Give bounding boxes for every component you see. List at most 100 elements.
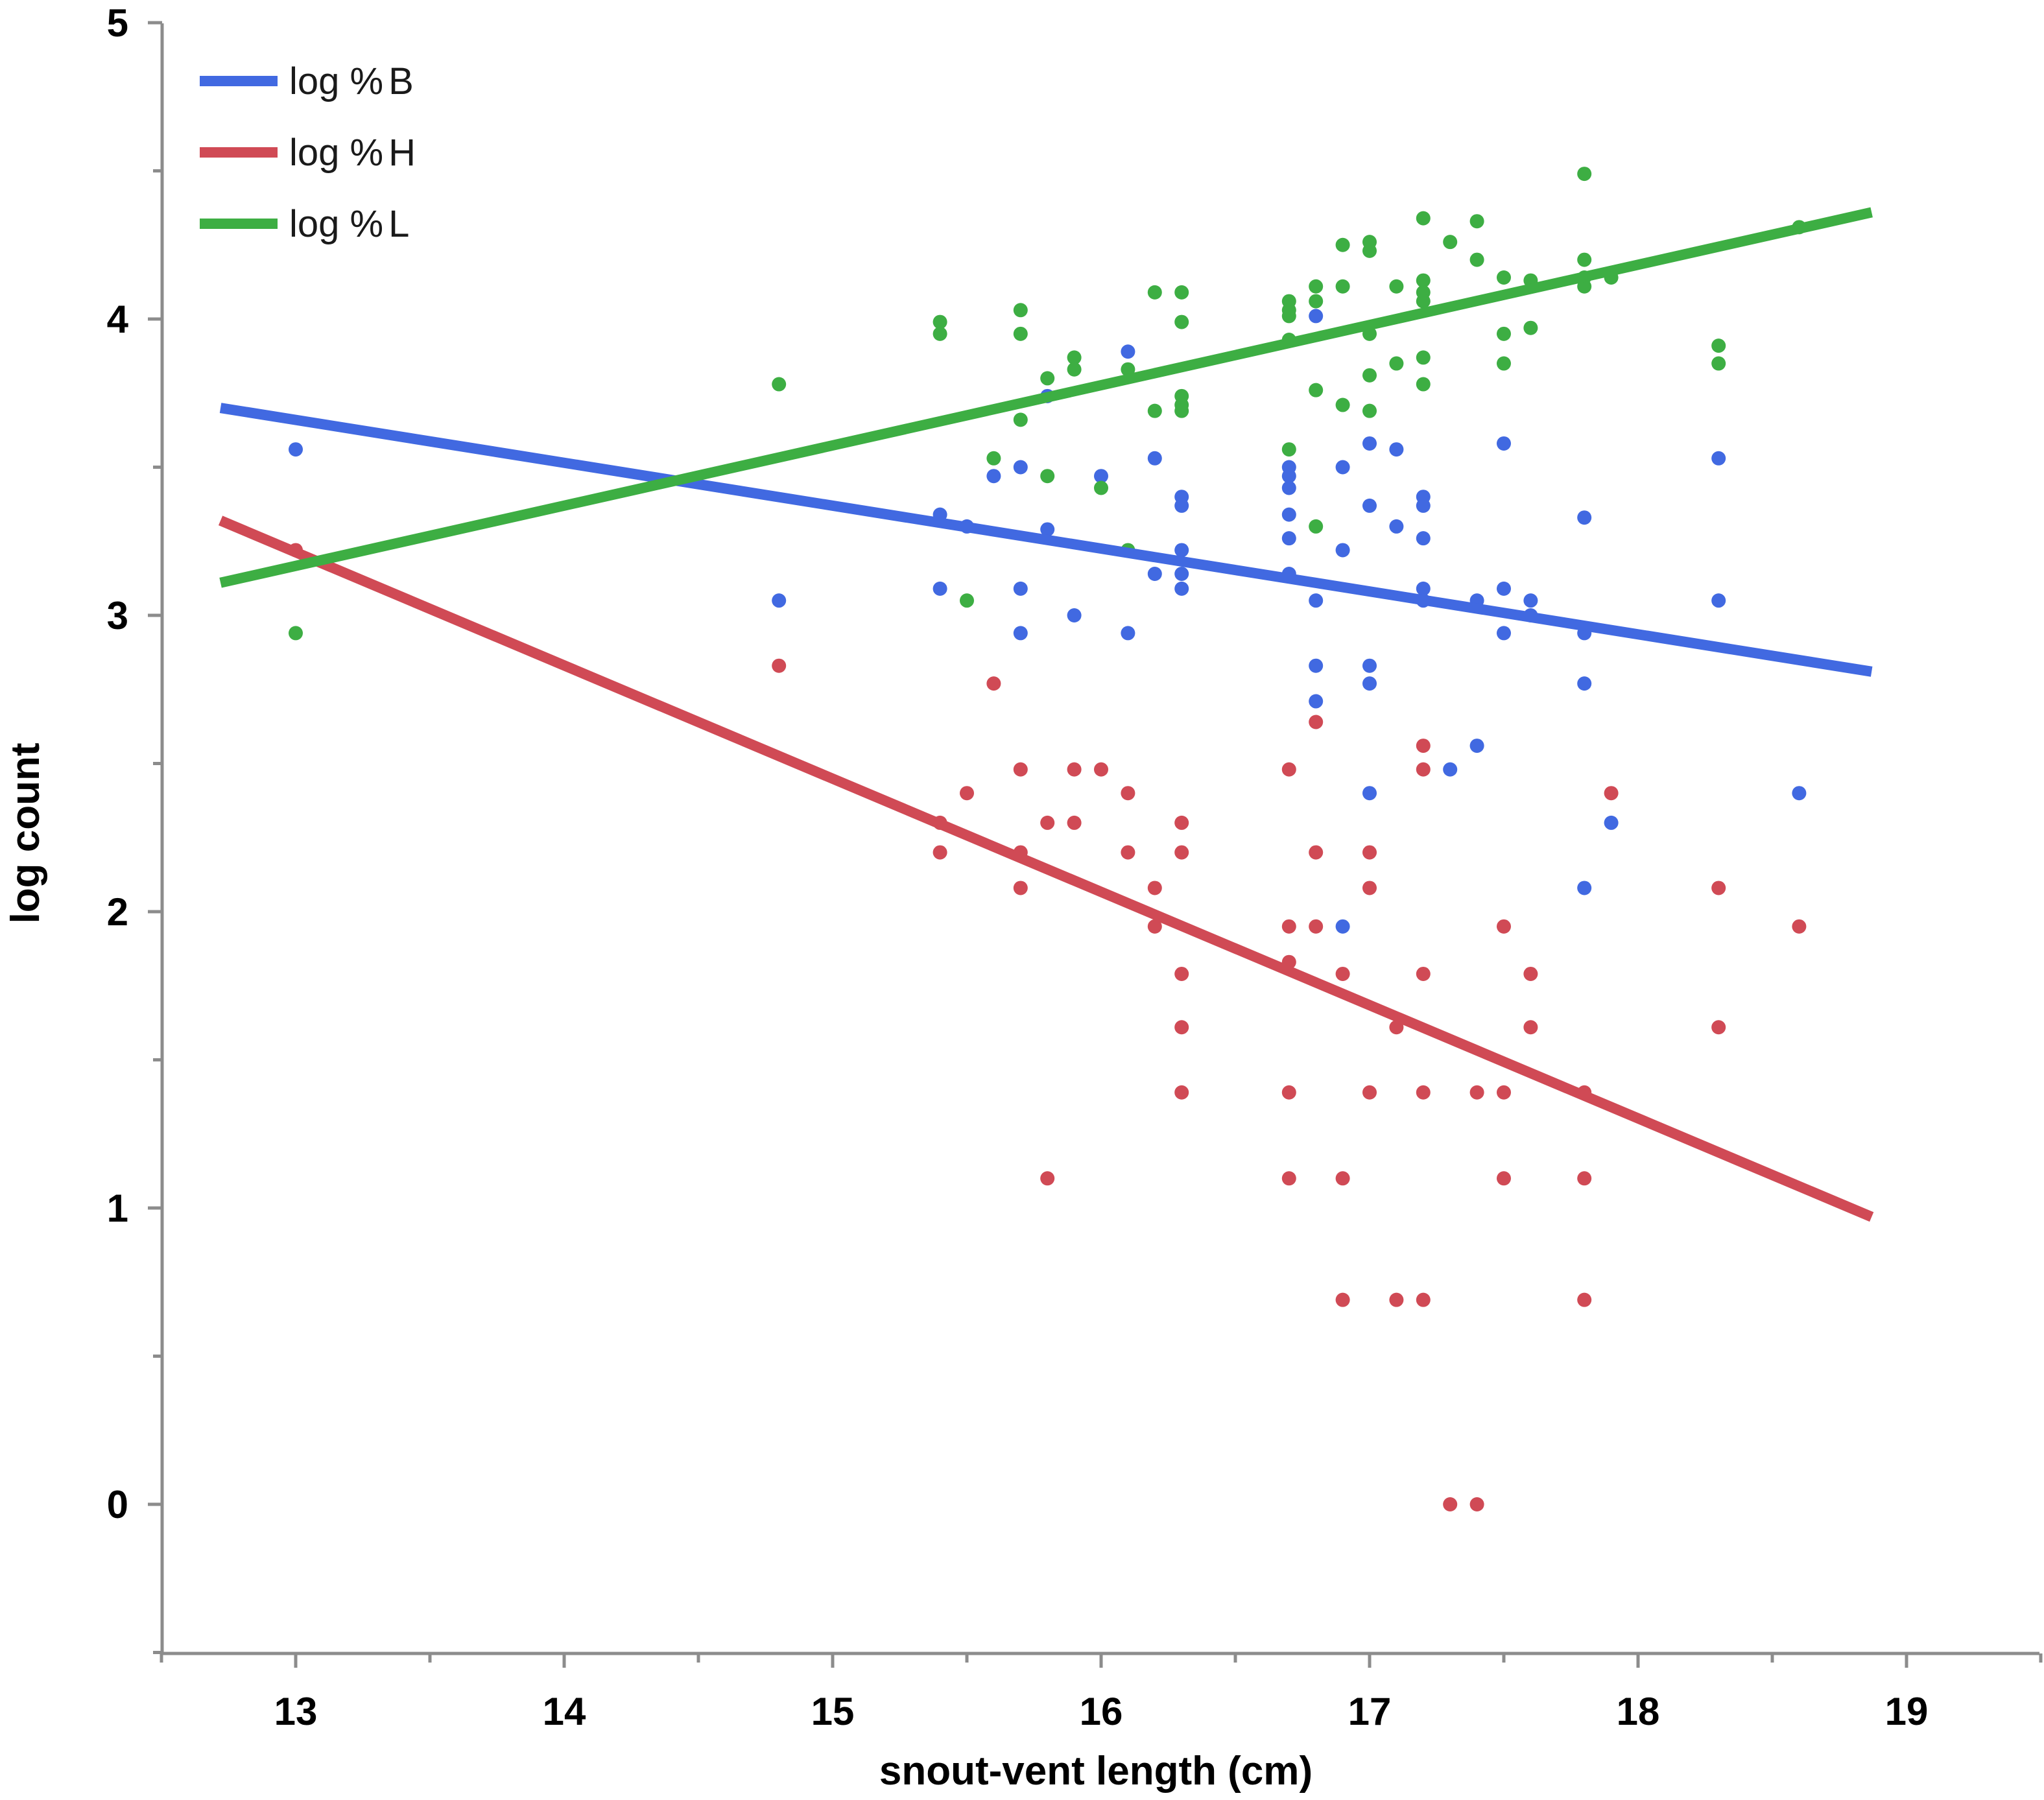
point-b [1416,531,1431,546]
point-l [1416,350,1431,365]
point-h [1147,919,1162,934]
point-b [1281,507,1296,522]
point-l [1013,412,1028,427]
point-h [1281,919,1296,934]
y-tick-label: 0 [107,1483,128,1526]
y-axis-title: log count [3,743,48,924]
point-l [1577,252,1592,267]
point-b [933,581,947,596]
point-h [1174,845,1189,860]
point-b [1040,522,1055,537]
point-h [1147,881,1162,895]
point-l [960,593,974,608]
point-l [1416,273,1431,288]
point-b [1174,581,1189,596]
point-b [1497,626,1511,641]
point-l [1040,469,1055,484]
legend-label-prefix: log % [289,132,383,174]
point-h [1389,1292,1404,1307]
x-axis-title: snout-vent length (cm) [879,1749,1313,1794]
point-l [933,326,947,341]
point-b [1523,593,1538,608]
point-b [1147,567,1162,582]
regression-lines [218,207,1874,1222]
point-h [772,658,787,673]
point-l [772,377,787,392]
legend-label-prefix: log % [289,203,383,245]
x-ticks: 13 14 15 16 17 18 19 [160,1653,2043,1733]
point-h [1604,786,1619,801]
point-l [986,451,1001,466]
point-b [772,593,787,608]
point-l [1309,279,1324,294]
point-l [1362,403,1377,418]
point-l [1335,237,1350,252]
point-b [1362,658,1377,673]
point-b [1389,442,1404,457]
legend-label-suffix: B [388,60,414,102]
point-b [1362,498,1377,513]
point-b [1147,451,1162,466]
point-l [1174,403,1189,418]
point-h [1281,1085,1296,1100]
point-b [1792,786,1807,801]
point-l [1416,211,1431,226]
legend-label-prefix: log % [289,60,383,102]
point-b [1469,739,1484,753]
point-h [1362,845,1377,860]
fit-line-b [219,403,1873,677]
point-b [1174,543,1189,558]
point-h [1523,1020,1538,1035]
point-b [1416,498,1431,513]
point-l [1013,326,1028,341]
point-b [1362,786,1377,801]
point-h [1443,1497,1458,1511]
y-ticks: 0 1 2 3 4 5 [107,1,162,1654]
x-tick-label: 13 [274,1690,318,1733]
point-h [1174,1020,1189,1035]
point-l [1147,403,1162,418]
point-h [1416,1292,1431,1307]
point-h [1281,1171,1296,1186]
point-h [1121,786,1135,801]
point-h [1577,1292,1592,1307]
point-l [1416,294,1431,309]
point-b [1309,309,1324,324]
point-h [1067,815,1082,830]
y-tick-label: 1 [107,1187,128,1230]
x-tick-label: 15 [811,1690,855,1733]
point-l [1443,235,1458,250]
point-h [1174,1085,1189,1100]
point-h [1497,1171,1511,1186]
x-tick-label: 14 [543,1690,586,1733]
x-tick-label: 17 [1348,1690,1392,1733]
point-h [1469,1085,1484,1100]
point-l [289,626,303,641]
point-l [1174,285,1189,300]
legend-label-b: log % B [289,60,414,102]
y-tick-label: 2 [107,890,128,934]
point-h [1362,1085,1377,1100]
point-h [1497,919,1511,934]
legend-item-h: log % H [200,132,416,174]
point-b [1174,567,1189,582]
point-l [1174,314,1189,329]
point-l [1577,167,1592,182]
legend-label-h: log % H [289,132,416,174]
point-l [1121,362,1135,377]
point-h [1523,966,1538,981]
point-h [1094,762,1108,777]
point-b [1362,676,1377,691]
point-b [289,442,303,457]
point-b [1309,694,1324,709]
point-h [1335,966,1350,981]
point-l [1309,294,1324,309]
point-h [1040,1171,1055,1186]
point-b [1497,436,1511,451]
point-b [1174,498,1189,513]
point-h [933,845,947,860]
point-h [1792,919,1807,934]
x-tick-label: 18 [1617,1690,1660,1733]
